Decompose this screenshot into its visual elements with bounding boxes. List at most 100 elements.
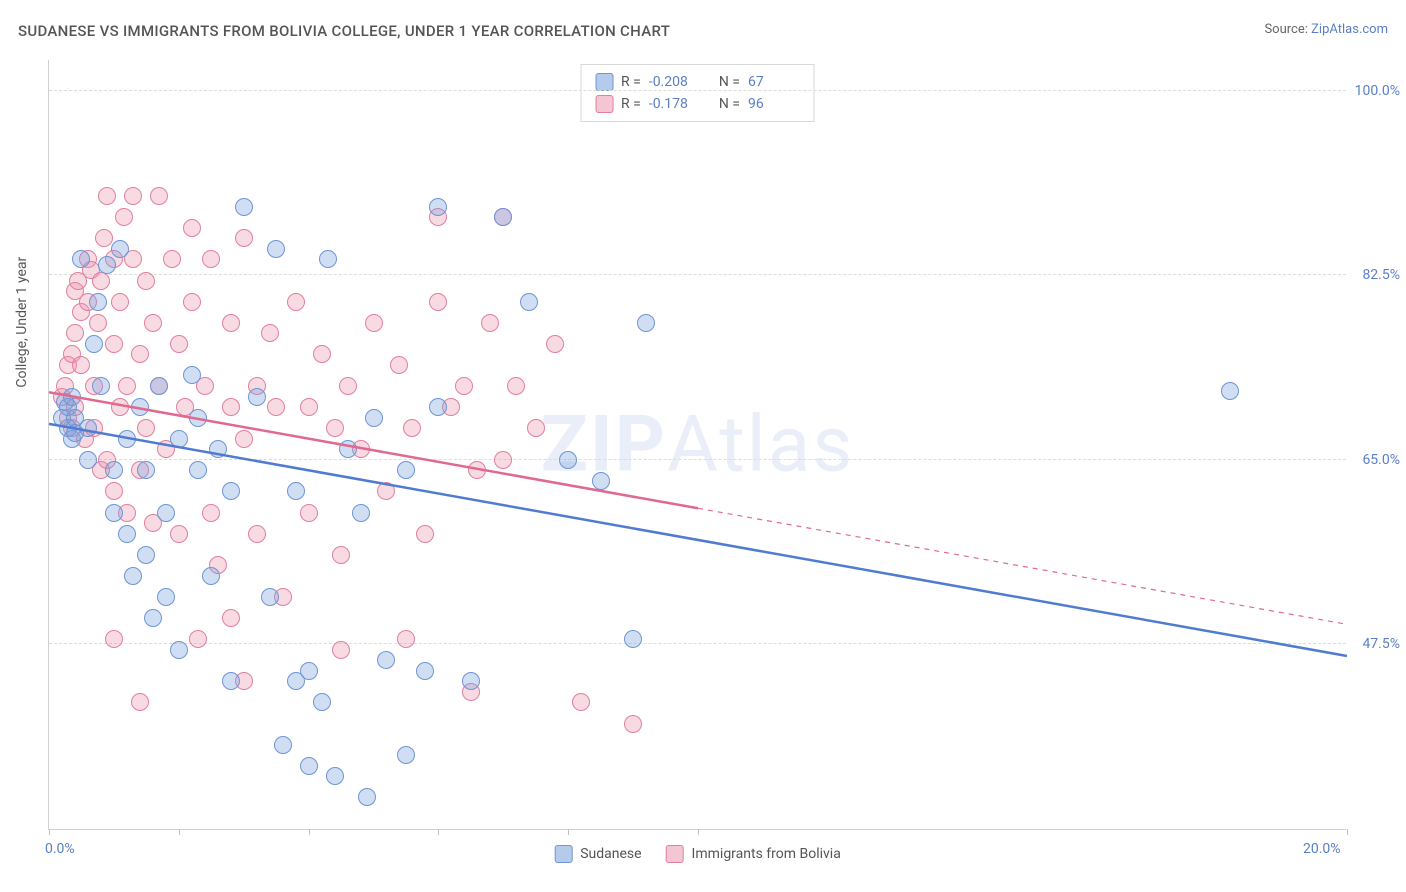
scatter-point xyxy=(339,440,357,458)
scatter-point xyxy=(222,482,240,500)
scatter-point xyxy=(157,504,175,522)
scatter-point xyxy=(332,546,350,564)
scatter-point xyxy=(202,567,220,585)
legend-r-label: R = xyxy=(621,96,641,112)
scatter-point xyxy=(118,525,136,543)
x-tick-label: 0.0% xyxy=(45,841,75,857)
scatter-point xyxy=(222,398,240,416)
source-label: Source: xyxy=(1264,22,1307,37)
scatter-point xyxy=(124,567,142,585)
scatter-point xyxy=(92,272,110,290)
legend-label: Immigrants from Bolivia xyxy=(692,846,841,862)
legend-n-label: N = xyxy=(719,96,740,112)
scatter-point xyxy=(105,504,123,522)
scatter-point xyxy=(183,366,201,384)
source-link[interactable]: ZipAtlas.com xyxy=(1311,22,1388,37)
scatter-point xyxy=(274,736,292,754)
scatter-point xyxy=(189,461,207,479)
x-tick xyxy=(179,829,180,835)
scatter-point xyxy=(248,525,266,543)
scatter-point xyxy=(397,630,415,648)
legend-n-value: 67 xyxy=(748,74,800,90)
x-tick xyxy=(698,829,699,835)
scatter-point xyxy=(98,187,116,205)
scatter-point xyxy=(115,208,133,226)
scatter-point xyxy=(95,229,113,247)
scatter-point xyxy=(79,451,97,469)
scatter-point xyxy=(222,672,240,690)
scatter-point xyxy=(416,525,434,543)
scatter-point xyxy=(267,398,285,416)
scatter-point xyxy=(105,630,123,648)
scatter-point xyxy=(358,788,376,806)
scatter-point xyxy=(183,219,201,237)
source-attribution: Source: ZipAtlas.com xyxy=(1264,22,1388,37)
scatter-point xyxy=(397,746,415,764)
scatter-point xyxy=(150,377,168,395)
scatter-point xyxy=(559,451,577,469)
legend-swatch xyxy=(666,845,684,863)
scatter-point xyxy=(137,546,155,564)
scatter-point xyxy=(85,335,103,353)
scatter-point xyxy=(89,293,107,311)
gridline xyxy=(49,459,1346,460)
scatter-point xyxy=(137,419,155,437)
scatter-point xyxy=(390,356,408,374)
scatter-point xyxy=(527,419,545,437)
legend-r-value: -0.178 xyxy=(649,96,701,112)
x-tick xyxy=(309,829,310,835)
scatter-point xyxy=(313,693,331,711)
scatter-point xyxy=(131,693,149,711)
scatter-point xyxy=(377,482,395,500)
scatter-point xyxy=(157,588,175,606)
scatter-point xyxy=(150,187,168,205)
scatter-point xyxy=(429,398,447,416)
scatter-point xyxy=(261,324,279,342)
x-tick-label: 20.0% xyxy=(1303,841,1341,857)
scatter-point xyxy=(429,293,447,311)
scatter-point xyxy=(339,377,357,395)
legend-r-value: -0.208 xyxy=(649,74,701,90)
scatter-point xyxy=(63,388,81,406)
scatter-point xyxy=(235,430,253,448)
scatter-point xyxy=(144,314,162,332)
scatter-point xyxy=(170,641,188,659)
scatter-point xyxy=(131,345,149,363)
scatter-point xyxy=(403,419,421,437)
scatter-point xyxy=(365,314,383,332)
scatter-point xyxy=(416,662,434,680)
scatter-point xyxy=(105,335,123,353)
watermark: ZIPAtlas xyxy=(541,399,855,490)
scatter-point xyxy=(287,482,305,500)
scatter-point xyxy=(637,314,655,332)
scatter-point xyxy=(183,293,201,311)
legend-item: Immigrants from Bolivia xyxy=(666,845,841,863)
scatter-point xyxy=(365,409,383,427)
scatter-point xyxy=(66,324,84,342)
scatter-point xyxy=(624,630,642,648)
legend-correlation-box: R =-0.208N =67R =-0.178N =96 xyxy=(580,64,815,122)
legend-swatch xyxy=(595,73,613,91)
scatter-point xyxy=(429,198,447,216)
scatter-point xyxy=(1221,382,1239,400)
scatter-point xyxy=(189,409,207,427)
x-tick xyxy=(568,829,569,835)
scatter-point xyxy=(494,451,512,469)
scatter-point xyxy=(248,388,266,406)
y-tick-label: 65.0% xyxy=(1362,452,1400,468)
scatter-point xyxy=(287,293,305,311)
chart-title: SUDANESE VS IMMIGRANTS FROM BOLIVIA COLL… xyxy=(18,22,670,40)
scatter-point xyxy=(189,630,207,648)
scatter-point xyxy=(170,430,188,448)
scatter-point xyxy=(332,641,350,659)
scatter-point xyxy=(209,440,227,458)
scatter-point xyxy=(300,662,318,680)
scatter-point xyxy=(89,314,107,332)
x-tick xyxy=(1347,829,1348,835)
scatter-point xyxy=(494,208,512,226)
gridline xyxy=(49,274,1346,275)
scatter-point xyxy=(118,430,136,448)
legend-row: R =-0.178N =96 xyxy=(595,93,800,115)
scatter-point xyxy=(319,250,337,268)
plot-area: ZIPAtlas R =-0.208N =67R =-0.178N =96 Su… xyxy=(48,60,1346,830)
